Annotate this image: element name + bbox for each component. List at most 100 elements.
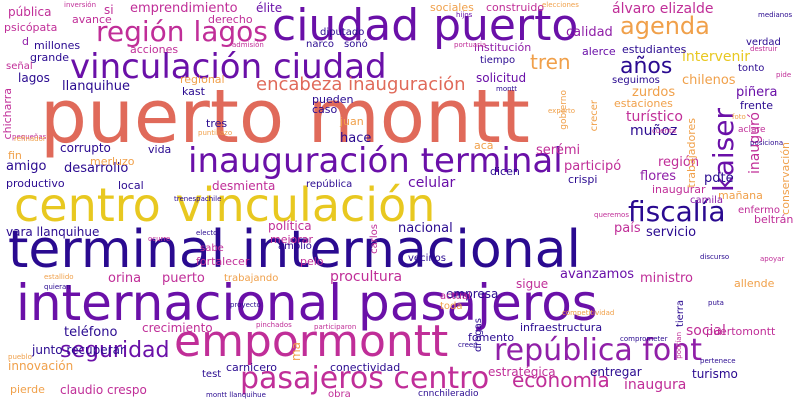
word-psicopata: psicópata <box>4 21 58 34</box>
word-pinera: piñera <box>736 85 778 100</box>
word-encabeza-inauguracion: encabeza inauguración <box>256 74 466 95</box>
word-fomento: fomento <box>468 331 515 344</box>
word-narco: narco <box>306 39 334 50</box>
word-merluzo: merluzo <box>90 155 135 168</box>
word-republica-font: república font <box>494 333 703 368</box>
word-politica: política <box>268 219 312 233</box>
word-seremi: serémi <box>536 143 581 158</box>
word-millones: millones <box>34 39 81 52</box>
word-destruir: destruir <box>750 45 778 53</box>
word-alvaro-elizalde: álvaro elizalde <box>612 1 714 17</box>
word-pinchados: pinchados <box>256 321 292 329</box>
word-procultura: procultura <box>330 269 403 285</box>
word-puta: puta <box>708 299 724 307</box>
word-economia: economía <box>512 368 610 392</box>
word-fiscalia: fiscalía <box>628 195 726 228</box>
word-participaron: participaron <box>314 323 357 331</box>
word-grande: grande <box>30 51 69 64</box>
word-vida: vida <box>148 143 172 156</box>
word-portuaria: portuaria <box>454 41 487 49</box>
word-chicharra: chicharra <box>1 88 14 140</box>
word-electo: electo <box>196 229 218 237</box>
word-puerto: puerto <box>162 271 205 286</box>
word-juan: juan <box>340 115 364 128</box>
word-avance: avance <box>72 13 112 26</box>
word-test: test <box>202 369 222 380</box>
word-solicitud: solicitud <box>476 71 527 85</box>
word-amigo: amigo <box>6 159 47 174</box>
word-tres: tres <box>206 117 228 130</box>
word-empormontt: empormontt <box>174 316 449 367</box>
word-terminal-internacional: terminal internacional <box>8 220 581 280</box>
word-admision: admisión <box>232 41 264 49</box>
word-calidad: calidad <box>566 25 613 40</box>
word-pais: país <box>614 221 641 236</box>
word-trabajando: trabajando <box>224 273 279 284</box>
word-hijos: hijos <box>456 11 473 19</box>
word-inaugura: inaugura <box>624 377 687 393</box>
word-refinador: refinador <box>14 135 46 143</box>
word-turistico: turístico <box>626 109 683 125</box>
word-lagos: lagos <box>18 71 50 85</box>
word-allende: allende <box>734 277 775 290</box>
word-sociales: sociales <box>430 1 474 14</box>
word-enfermo: enfermo <box>738 205 780 216</box>
word-llanquihue: llanquihue <box>62 79 131 94</box>
word-estrategica: estratégica <box>488 365 556 379</box>
word-chilenos: chilenos <box>682 73 736 88</box>
word-tonto: tonto <box>738 63 765 74</box>
word-elecciones: elecciones <box>542 1 579 9</box>
word-discurso: discurso <box>700 253 730 261</box>
word-ma: ma <box>289 342 303 362</box>
word-flores: flores <box>640 169 676 184</box>
word-tiempo: tiempo <box>480 55 516 66</box>
word-pide: pide <box>776 71 792 79</box>
word-apoyar: apoyar <box>760 255 785 263</box>
word-claudio-crespo: claudio crespo <box>60 383 147 397</box>
word-region: región <box>658 155 700 170</box>
word-diputado: diputado <box>320 27 365 38</box>
word-innovacion: innovación <box>8 359 74 373</box>
word-puntillazo: puntillazo <box>198 129 233 137</box>
word-podrian: podrían <box>675 332 683 359</box>
word-mejorar: mejorar <box>270 233 314 246</box>
word-participo: participó <box>564 159 622 174</box>
word-experto: experto <box>548 107 575 115</box>
word-desmienta: desmienta <box>212 179 276 193</box>
word-cnnchileradio: cnnchileradio <box>418 389 479 399</box>
word-agenda: agenda <box>620 12 710 40</box>
word-toda: toda <box>440 301 463 312</box>
word-construido: construido <box>486 1 545 14</box>
word-hace: hace <box>340 131 372 146</box>
word-celular: celular <box>408 175 456 191</box>
word-dicen: dicen <box>490 165 520 178</box>
word-carlos: carlos <box>369 224 380 254</box>
word-pueden: pueden <box>312 93 354 106</box>
word-competitividad: competitividad <box>562 309 615 317</box>
word-ministro: ministro <box>640 271 694 286</box>
word-puerto-montt: puerto montt <box>40 74 530 160</box>
word-desarrollo: desarrollo <box>64 161 129 176</box>
word-regional: regional <box>180 73 225 86</box>
word-tierra: tierra <box>675 300 686 328</box>
word-si: si <box>104 3 114 17</box>
word-pdte: pdte <box>704 171 734 186</box>
word-pasajeros-centro: pasajeros centro <box>240 361 490 396</box>
word-junto-recuperar: junto recuperar <box>32 343 125 357</box>
word-camila: camila <box>690 195 724 206</box>
word-pelo: pelo <box>300 255 324 268</box>
word-institucion: institución <box>474 41 532 54</box>
word-conservacion: conservación <box>779 142 792 215</box>
word-pertenece: pertenece <box>700 357 736 365</box>
word-montt-llanquihue: montt llanquihue <box>206 391 266 399</box>
word-vecinos: vecinos <box>408 253 447 264</box>
word-foto: foto <box>732 113 746 121</box>
word-vinculacion-ciudad: vinculación ciudad <box>70 47 387 87</box>
word-seguridad: seguridad <box>60 338 170 363</box>
word-seguimos: seguimos <box>612 75 660 86</box>
word-emprendimiento: emprendimiento <box>130 1 238 16</box>
word-trenespachile: trenespachile <box>174 195 222 203</box>
word-centro-vinculacion: centro vinculación <box>14 178 436 232</box>
word-proyecto: proyecto <box>230 301 261 309</box>
